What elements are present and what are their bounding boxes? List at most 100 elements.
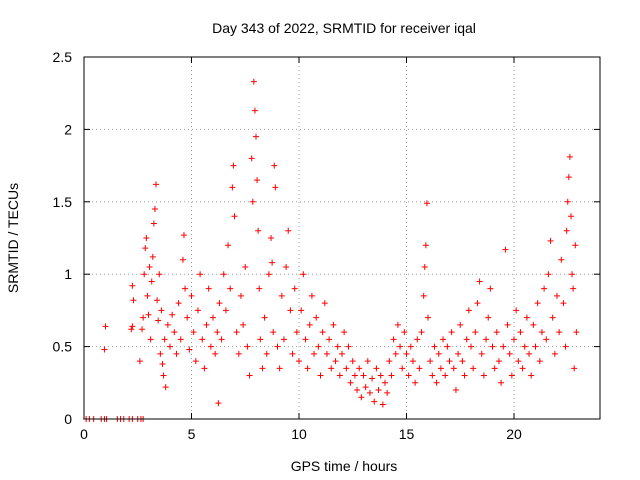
data-point [233,329,240,336]
data-point [102,323,109,330]
data-point [306,321,313,328]
data-point [356,365,363,372]
data-point [543,336,550,343]
data-point [246,372,253,379]
data-point [573,329,580,336]
data-point [308,292,315,299]
data-point [375,387,382,394]
plot-frame [83,56,601,420]
data-point [526,350,533,357]
data-point [253,133,259,140]
data-point [465,307,472,314]
data-point [298,307,305,314]
data-point [249,198,256,205]
data-point [551,350,558,357]
data-point [289,350,296,357]
data-point [169,311,176,318]
data-point [270,329,277,336]
data-point [259,365,266,372]
data-point [500,343,507,350]
data-point [513,307,520,314]
data-point [285,227,292,234]
data-point [545,271,552,278]
data-point [530,321,537,328]
data-point [341,329,348,336]
data-point [143,235,150,241]
data-point [177,336,184,343]
data-point [332,358,339,365]
data-point [300,271,307,278]
data-point [504,321,511,328]
data-point [302,336,309,343]
data-point [487,285,494,292]
data-point [215,400,222,407]
data-point [291,285,298,292]
data-point [366,389,373,396]
data-point [220,271,227,278]
data-point [517,329,524,336]
data-point [197,271,204,278]
data-point [472,329,479,336]
data-point [161,336,168,343]
data-point [528,372,535,379]
data-point [225,242,232,249]
data-point [360,372,367,379]
data-point [214,329,221,336]
data-point [129,282,136,289]
data-point [532,343,539,350]
data-point [283,263,290,270]
data-point [151,206,158,213]
y-tick-label: 1 [64,266,72,282]
data-point [263,350,270,357]
data-point [567,213,574,220]
data-point [440,336,447,343]
data-point [538,329,545,336]
data-point [244,343,251,350]
data-point [268,235,275,241]
data-point [483,336,490,343]
data-point [437,365,444,372]
data-point [468,343,474,350]
data-point [369,375,376,382]
data-point [317,372,324,379]
data-point [227,285,234,292]
data-point [556,329,563,336]
data-point [491,365,498,372]
data-point [319,329,326,336]
data-point [414,336,421,343]
data-point [541,285,548,292]
data-point [412,379,419,386]
data-point [153,181,160,188]
data-point [323,350,330,357]
data-point [474,300,481,307]
data-point [162,384,169,391]
data-point [399,365,406,372]
data-point [423,200,430,207]
data-point [222,307,229,314]
data-point [235,350,242,357]
data-point [407,343,414,350]
data-point [446,358,453,365]
data-point [452,387,459,394]
data-point [158,307,165,314]
data-point [250,78,257,85]
data-point [101,346,108,353]
data-point [382,379,388,386]
data-point [145,311,152,318]
data-point [563,227,570,234]
data-point [315,343,322,350]
data-point [207,343,214,350]
data-point [569,271,576,278]
data-point [257,336,264,343]
data-point [515,358,522,365]
data-point [564,198,571,205]
data-point [495,358,502,365]
data-point [371,398,378,405]
data-point [339,350,345,357]
data-point [304,365,311,372]
data-point [184,314,191,321]
data-point [164,321,171,328]
data-point [506,350,513,357]
data-point [287,307,294,314]
data-point [536,358,543,365]
